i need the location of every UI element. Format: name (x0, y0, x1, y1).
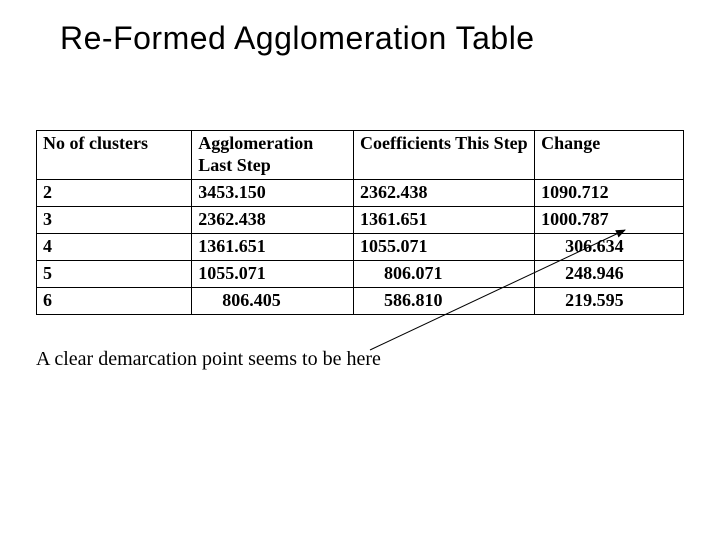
table-row: 6 806.405 586.810 219.595 (37, 288, 684, 315)
col-header-change: Change (535, 131, 684, 180)
cell: 586.810 (354, 288, 535, 315)
col-header-clusters: No of clusters (37, 131, 192, 180)
cell: 2 (37, 180, 192, 207)
table-row: 2 3453.150 2362.438 1090.712 (37, 180, 684, 207)
cell: 3453.150 (192, 180, 354, 207)
cell: 1000.787 (535, 207, 684, 234)
cell: 219.595 (535, 288, 684, 315)
page-title: Re-Formed Agglomeration Table (0, 0, 720, 57)
cell: 1055.071 (192, 261, 354, 288)
table-header-row: No of clusters Agglomeration Last Step C… (37, 131, 684, 180)
cell: 1055.071 (354, 234, 535, 261)
col-header-this-step: Coefficients This Step (354, 131, 535, 180)
cell: 1361.651 (192, 234, 354, 261)
cell: 806.405 (192, 288, 354, 315)
table-row: 4 1361.651 1055.071 306.634 (37, 234, 684, 261)
col-header-last-step: Agglomeration Last Step (192, 131, 354, 180)
cell: 4 (37, 234, 192, 261)
table-row: 5 1055.071 806.071 248.946 (37, 261, 684, 288)
cell: 6 (37, 288, 192, 315)
table-container: No of clusters Agglomeration Last Step C… (36, 130, 684, 315)
annotation-text: A clear demarcation point seems to be he… (36, 348, 381, 371)
cell: 806.071 (354, 261, 535, 288)
table-row: 3 2362.438 1361.651 1000.787 (37, 207, 684, 234)
cell: 1090.712 (535, 180, 684, 207)
cell: 306.634 (535, 234, 684, 261)
cell: 2362.438 (354, 180, 535, 207)
cell: 5 (37, 261, 192, 288)
cell: 248.946 (535, 261, 684, 288)
cell: 1361.651 (354, 207, 535, 234)
cell: 3 (37, 207, 192, 234)
agglomeration-table: No of clusters Agglomeration Last Step C… (36, 130, 684, 315)
cell: 2362.438 (192, 207, 354, 234)
